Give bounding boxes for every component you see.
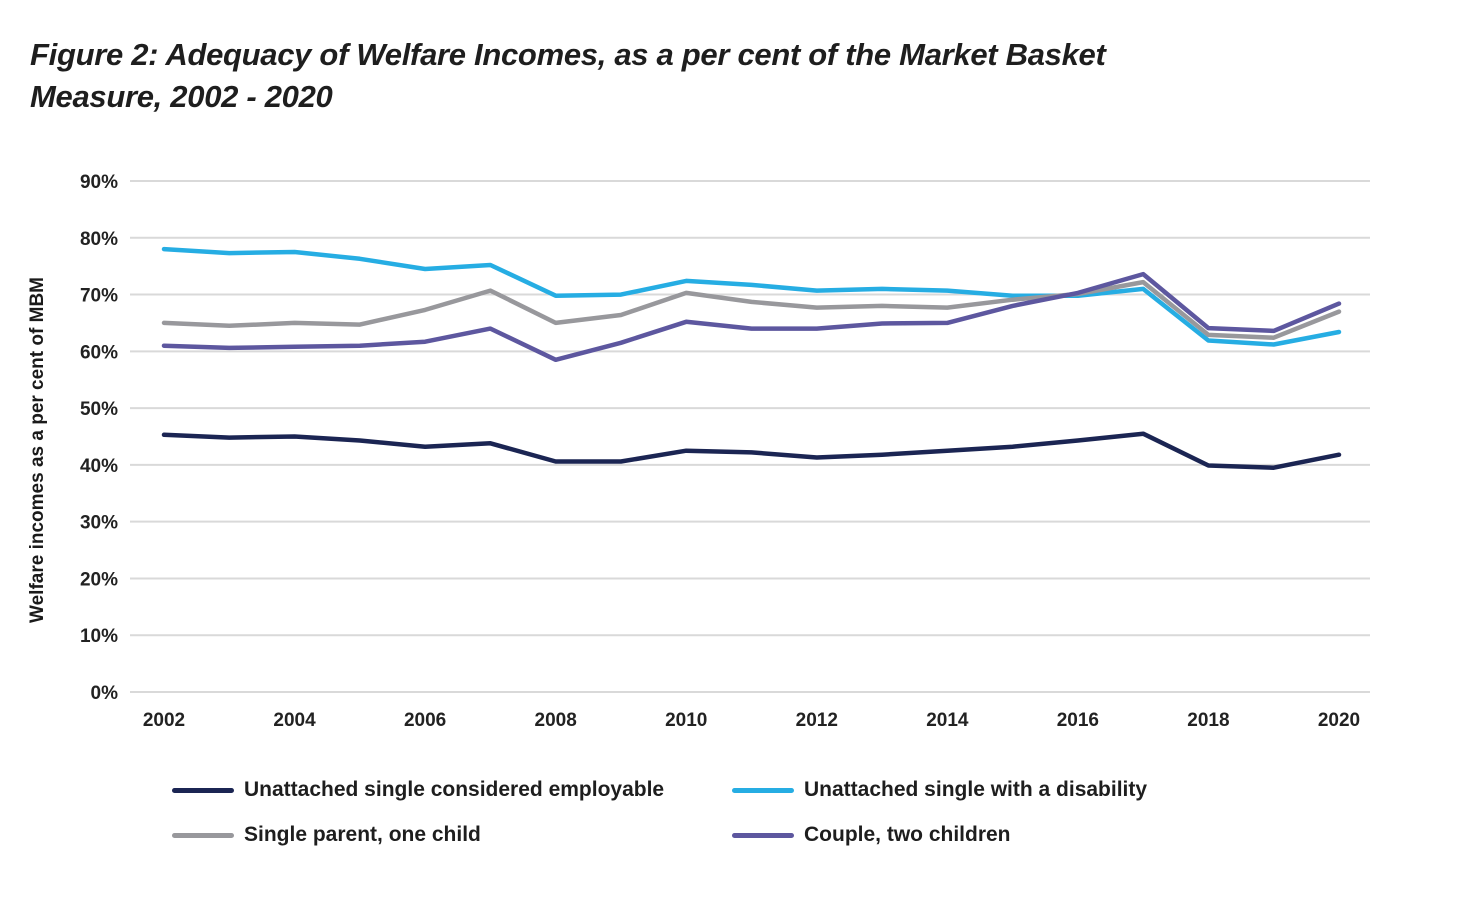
y-tick-label: 0% <box>91 683 119 704</box>
legend-item-single-parent: Single parent, one child <box>172 823 481 847</box>
chart-title: Figure 2: Adequacy of Welfare Incomes, a… <box>30 34 1330 118</box>
legend-item-couple: Couple, two children <box>732 823 1011 847</box>
y-tick-label: 60% <box>80 342 118 363</box>
legend-label: Single parent, one child <box>244 823 481 846</box>
gridlines <box>130 180 1370 693</box>
series-line-single-parent <box>161 279 1342 340</box>
x-tick-label: 2008 <box>535 710 577 731</box>
y-tick-label: 10% <box>80 626 118 647</box>
x-tick-label: 2012 <box>796 710 838 731</box>
legend-swatch-employable <box>172 787 234 793</box>
legend-item-employable: Unattached single considered employable <box>172 778 664 802</box>
legend-swatch-single-parent <box>172 832 234 838</box>
x-tick-label: 2010 <box>665 710 707 731</box>
x-tick-label: 2016 <box>1057 710 1099 731</box>
x-tick-label: 2014 <box>926 710 969 731</box>
y-axis-ticks: 0% 10% 20% 30% 40% 50% 60% 70% 80% 90% <box>80 172 118 704</box>
series-line-employable <box>161 431 1342 470</box>
x-axis-ticks: 2002 2004 2006 2008 2010 2012 2014 2016 2018 2020 <box>143 710 1360 731</box>
x-tick-label: 2004 <box>273 710 316 731</box>
y-tick-label: 30% <box>80 513 118 534</box>
legend-label: Unattached single considered employable <box>244 778 665 801</box>
y-axis-label: Welfare incomes as a per cent of MBM <box>27 277 48 623</box>
chart-title-line-2: Measure, 2002 - 2020 <box>30 79 333 114</box>
x-tick-label: 2002 <box>143 710 185 731</box>
chart-title-line-1: Figure 2: Adequacy of Welfare Incomes, a… <box>30 37 1106 72</box>
legend-item-disability: Unattached single with a disability <box>732 778 1147 802</box>
series-line-disability <box>161 246 1342 347</box>
y-tick-label: 40% <box>80 456 118 477</box>
y-tick-label: 70% <box>80 286 118 307</box>
series-lines <box>161 246 1342 470</box>
y-tick-label: 80% <box>80 229 118 250</box>
legend-label: Unattached single with a disability <box>804 778 1148 801</box>
series-line-couple <box>161 271 1342 363</box>
y-tick-label: 20% <box>80 569 118 590</box>
x-tick-label: 2006 <box>404 710 446 731</box>
x-tick-label: 2020 <box>1318 710 1360 731</box>
legend-label: Couple, two children <box>804 823 1011 846</box>
legend-swatch-couple <box>732 832 794 838</box>
y-tick-label: 50% <box>80 399 118 420</box>
legend-swatch-disability <box>732 787 794 793</box>
x-tick-label: 2018 <box>1187 710 1229 731</box>
y-tick-label: 90% <box>80 172 118 193</box>
